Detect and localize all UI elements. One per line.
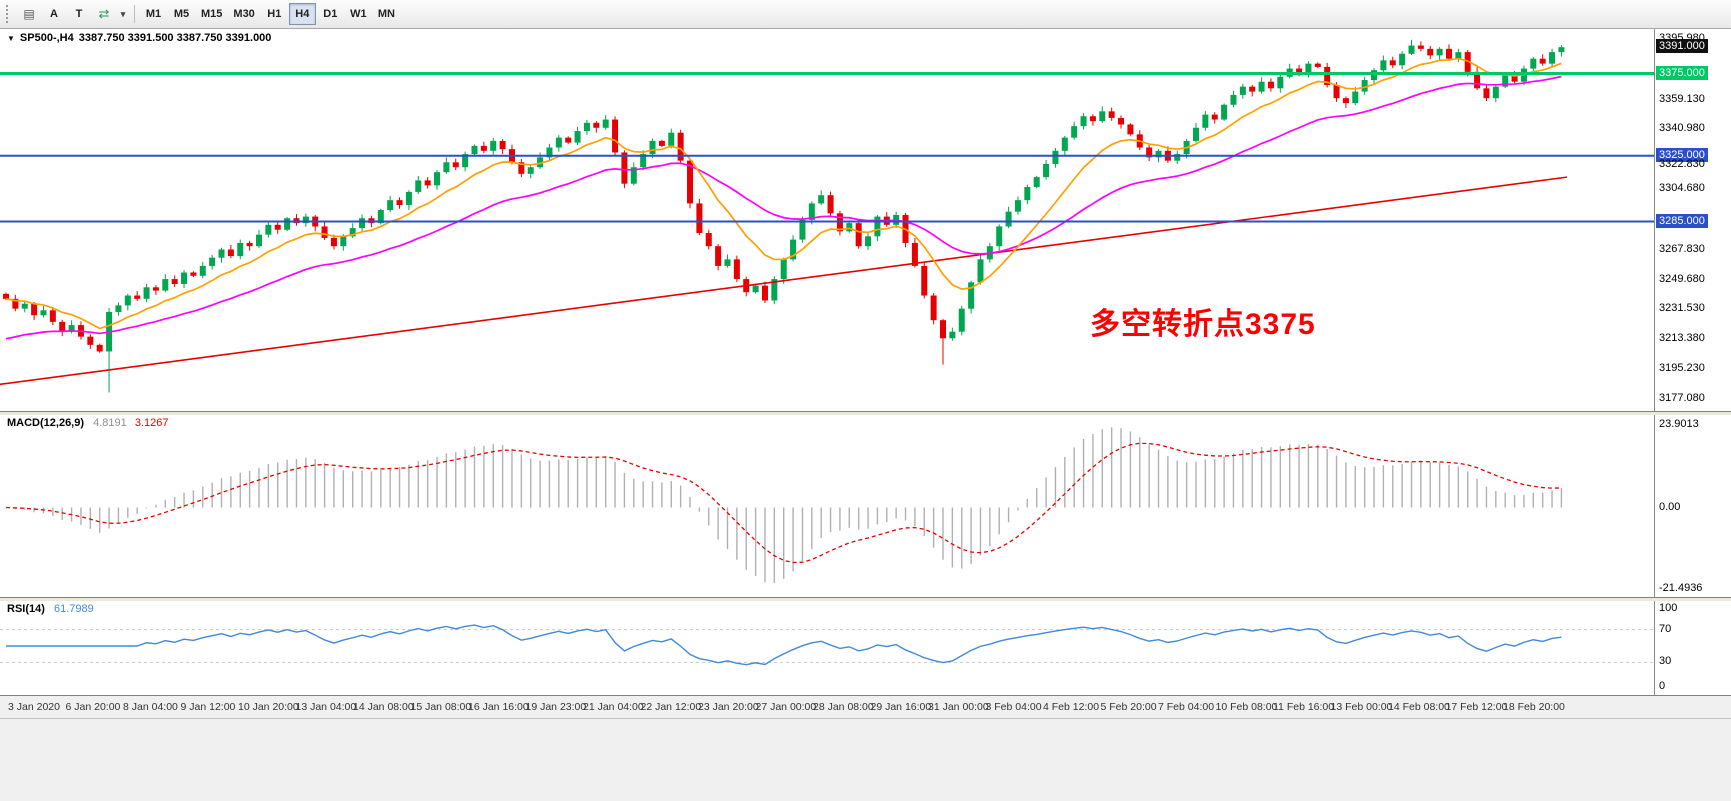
macd-main-value: 4.8191 — [93, 417, 127, 429]
time-axis-label: 13 Jan 04:00 — [295, 701, 357, 713]
time-axis-label: 29 Jan 16:00 — [870, 701, 932, 713]
price-axis-label: 3340.980 — [1659, 122, 1705, 135]
rsi-axis-label: 30 — [1659, 655, 1672, 668]
time-axis-label: 17 Feb 12:00 — [1445, 701, 1508, 713]
macd-signal-value: 3.1267 — [134, 417, 169, 429]
toolbar-grip-handle[interactable] — [6, 5, 12, 23]
macd-plot[interactable]: MACD(12,26,9) 4.8191 3.1267 — [0, 415, 1654, 597]
time-axis-label: 5 Feb 20:00 — [1100, 701, 1157, 713]
time-axis-label: 16 Jan 16:00 — [468, 701, 529, 713]
price-marker-green: 3375.000 — [1656, 65, 1708, 80]
time-axis-label: 10 Jan 20:00 — [238, 701, 299, 713]
chart-header: ▼ SP500-,H4 3387.750 3391.500 3387.750 3… — [7, 32, 271, 44]
main-chart-panel: ▼ SP500-,H4 3387.750 3391.500 3387.750 3… — [0, 29, 1731, 411]
timeframe-button-h4[interactable]: H4 — [288, 3, 316, 25]
time-axis-label: 19 Jan 23:00 — [525, 701, 587, 713]
main-chart-plot[interactable]: ▼ SP500-,H4 3387.750 3391.500 3387.750 3… — [0, 29, 1654, 411]
text-label-tool-button[interactable]: A — [42, 3, 66, 25]
price-axis-label: 3359.130 — [1659, 92, 1705, 105]
time-axis-label: 21 Jan 04:00 — [583, 701, 644, 713]
price-axis-label: 3195.230 — [1659, 362, 1705, 375]
rsi-label: RSI(14) — [7, 603, 45, 615]
time-axis-label: 9 Jan 12:00 — [180, 701, 236, 713]
chart-ohlc-values: 3387.750 3391.500 3387.750 3391.000 — [78, 32, 272, 44]
rsi-panel: RSI(14) 61.7989 100 70 30 0 — [0, 601, 1731, 695]
macd-axis-max-label: 23.9013 — [1659, 418, 1699, 430]
price-axis-label: 3322.830 — [1659, 157, 1705, 170]
price-marker-blue: 3325.000 — [1656, 147, 1708, 162]
time-axis-label: 23 Jan 20:00 — [698, 701, 759, 713]
candlestick-chart — [0, 39, 1654, 393]
timeframe-button-m1[interactable]: M1 — [140, 3, 167, 25]
time-axis[interactable]: 3 Jan 2020 6 Jan 20:00 8 Jan 04:00 9 Jan 12… — [0, 695, 1731, 718]
time-axis-label: 11 Feb 16:00 — [1273, 701, 1335, 713]
chart-dropdown-icon[interactable]: ▼ — [7, 33, 15, 43]
price-axis-label: 3231.530 — [1659, 302, 1705, 315]
rsi-axis-label: 100 — [1659, 602, 1678, 614]
annotation-text: 多空转折点3375 — [1090, 308, 1316, 341]
timeframe-button-mn[interactable]: MN — [373, 3, 400, 25]
time-axis-label: 31 Jan 00:00 — [928, 701, 989, 713]
objects-list-icon: ▤ — [23, 7, 35, 21]
time-axis-label: 15 Jan 08:00 — [410, 701, 472, 713]
panel-divider[interactable] — [0, 597, 1731, 601]
bottom-empty-area — [0, 718, 1731, 801]
price-axis-label: 3304.680 — [1659, 182, 1705, 195]
chart-objects-icon[interactable]: ▤ — [17, 3, 41, 25]
price-marker-blue: 3285.000 — [1656, 213, 1708, 228]
time-axis-label: 8 Jan 04:00 — [123, 701, 178, 713]
rsi-plot[interactable]: RSI(14) 61.7989 — [0, 601, 1654, 695]
price-axis-label: 3177.080 — [1659, 392, 1705, 404]
timeframe-button-m30[interactable]: M30 — [228, 3, 259, 25]
chevron-down-icon[interactable]: ▾ — [117, 3, 129, 25]
macd-axis[interactable]: 23.9013 0.00 -21.4936 — [1654, 415, 1731, 597]
time-axis-label: 18 Feb 20:00 — [1503, 701, 1565, 713]
time-axis-label: 7 Feb 04:00 — [1158, 701, 1215, 713]
rsi-axis-label: 0 — [1659, 680, 1666, 692]
rsi-chart — [0, 624, 1654, 666]
macd-label: MACD(12,26,9) — [7, 417, 85, 429]
timeframe-button-d1[interactable]: D1 — [317, 3, 344, 25]
time-axis-label: 14 Jan 08:00 — [353, 701, 414, 713]
macd-axis-zero-label: 0.00 — [1659, 500, 1681, 513]
rsi-axis-label: 70 — [1659, 622, 1672, 635]
time-axis-label: 10 Feb 08:00 — [1215, 701, 1278, 713]
timeframe-button-m5[interactable]: M5 — [168, 3, 195, 25]
time-axis-label: 22 Jan 12:00 — [640, 701, 702, 713]
macd-header: MACD(12,26,9) 4.8191 3.1267 — [7, 417, 168, 429]
time-axis-label: 6 Jan 20:00 — [65, 701, 121, 713]
price-axis[interactable]: 3395.980 3391.000 3375.000 3359.130 3340.980… — [1654, 29, 1731, 411]
chart-symbol-label: SP500-,H4 — [19, 32, 74, 44]
rsi-value: 61.7989 — [53, 603, 94, 615]
timeframe-button-group: M1 M5 M15 M30 H1 H4 D1 W1 MN — [140, 3, 400, 25]
time-axis-label: 28 Jan 08:00 — [813, 701, 874, 713]
macd-axis-min-label: -21.4936 — [1659, 582, 1703, 594]
cycle-lines-tool-button[interactable]: ⇄ — [92, 3, 116, 25]
rsi-axis[interactable]: 100 70 30 0 — [1654, 601, 1731, 695]
price-axis-label: 3267.830 — [1659, 242, 1705, 255]
rsi-header: RSI(14) 61.7989 — [7, 603, 94, 615]
panel-divider[interactable] — [0, 411, 1731, 415]
toolbar-separator — [134, 5, 135, 23]
price-marker-current: 3391.000 — [1656, 39, 1708, 54]
macd-chart — [5, 427, 1563, 583]
time-axis-label: 13 Feb 00:00 — [1330, 701, 1393, 713]
price-axis-label: 3249.680 — [1659, 272, 1705, 285]
time-axis-label: 4 Feb 12:00 — [1043, 701, 1100, 713]
timeframe-button-m15[interactable]: M15 — [196, 3, 227, 25]
time-axis-label: 3 Feb 04:00 — [985, 701, 1042, 713]
timeframe-button-w1[interactable]: W1 — [345, 3, 372, 25]
price-axis-label: 3213.380 — [1659, 332, 1705, 345]
text-box-tool-button[interactable]: T — [67, 3, 91, 25]
time-axis-label: 27 Jan 00:00 — [755, 701, 817, 713]
time-axis-label: 3 Jan 2020 — [8, 701, 60, 713]
time-axis-label: 14 Feb 08:00 — [1388, 701, 1450, 713]
macd-panel: MACD(12,26,9) 4.8191 3.1267 23.9013 0.00 -… — [0, 415, 1731, 597]
timeframe-button-h1[interactable]: H1 — [261, 3, 288, 25]
main-toolbar: ▤ A T ⇄ ▾ M1 M5 M15 M30 H1 H4 D1 W1 MN — [0, 0, 1731, 29]
